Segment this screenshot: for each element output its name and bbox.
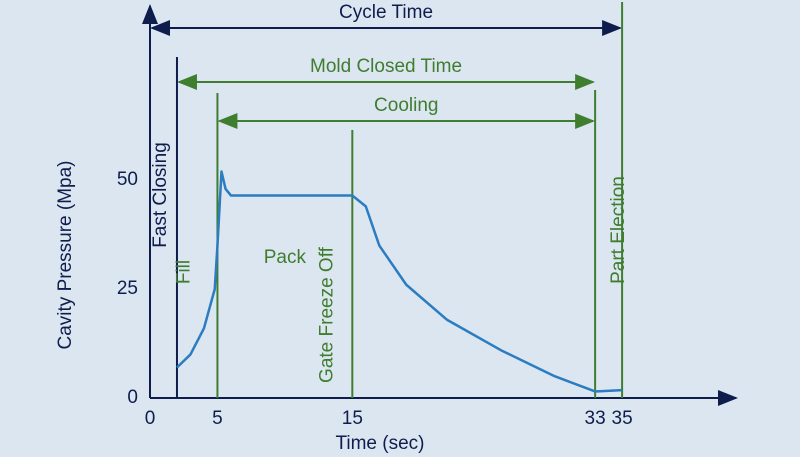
y-tick-label: 25 <box>117 278 138 299</box>
span-label: Cooling <box>374 95 438 116</box>
y-tick-label: 50 <box>117 169 138 190</box>
y-axis-label: Cavity Pressure (Mpa) <box>55 161 76 350</box>
marker-label: Part Election <box>608 176 629 284</box>
x-tick-label: 5 <box>212 408 223 429</box>
marker-label: Fast Closing <box>150 142 171 248</box>
x-tick-label: 0 <box>145 408 156 429</box>
annotation: Pack <box>264 247 307 268</box>
span-label: Cycle Time <box>339 2 433 23</box>
x-tick-label: 35 <box>612 408 633 429</box>
pressure-curve <box>176 170 623 393</box>
marker-label: Gate Freeze Off <box>316 246 337 383</box>
span-label: Mold Closed Time <box>310 56 462 77</box>
marker-label: Fill <box>173 260 194 284</box>
y-tick-label: 0 <box>127 387 138 408</box>
x-tick-label: 33 <box>585 408 606 429</box>
x-axis-label: Time (sec) <box>335 433 424 454</box>
x-tick-label: 15 <box>342 408 363 429</box>
